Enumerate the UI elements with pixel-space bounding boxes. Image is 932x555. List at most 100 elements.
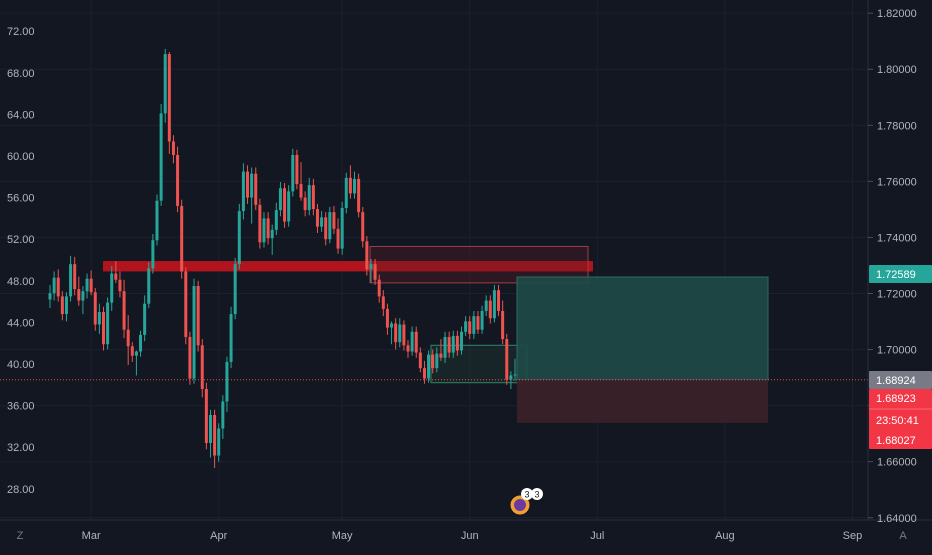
candle-body[interactable] [418, 352, 422, 369]
candle-body[interactable] [217, 428, 221, 456]
candle-body[interactable] [200, 345, 204, 389]
candle-body[interactable] [369, 264, 373, 270]
candle-body[interactable] [398, 324, 402, 343]
candle-body[interactable] [299, 184, 303, 198]
candle-body[interactable] [171, 141, 175, 155]
candle-body[interactable] [353, 178, 357, 194]
candle-body[interactable] [110, 273, 114, 303]
candle-body[interactable] [93, 292, 97, 325]
candle-body[interactable] [283, 188, 287, 222]
candle-body[interactable] [69, 264, 73, 297]
candle-body[interactable] [390, 323, 394, 328]
candle-body[interactable] [315, 209, 319, 227]
candle-body[interactable] [56, 277, 60, 297]
candle-body[interactable] [163, 54, 167, 114]
candle-body[interactable] [435, 353, 439, 369]
candle-body[interactable] [147, 268, 151, 304]
candle-body[interactable] [505, 339, 509, 380]
candle-body[interactable] [114, 273, 118, 280]
candle-body[interactable] [176, 154, 180, 206]
candle-body[interactable] [89, 278, 93, 293]
candle-body[interactable] [476, 316, 480, 330]
candle-body[interactable] [143, 303, 147, 335]
candle-body[interactable] [340, 208, 344, 249]
candle-body[interactable] [196, 286, 200, 346]
candle-body[interactable] [262, 218, 266, 243]
candle-body[interactable] [468, 321, 472, 334]
candle-body[interactable] [274, 210, 278, 230]
candle-body[interactable] [167, 54, 171, 142]
candle-body[interactable] [447, 336, 451, 353]
candle-body[interactable] [270, 229, 274, 239]
candle-body[interactable] [60, 296, 64, 315]
candle-body[interactable] [501, 310, 505, 340]
candle-body[interactable] [246, 171, 250, 198]
candle-body[interactable] [324, 217, 328, 240]
candle-body[interactable] [307, 185, 311, 211]
candle-body[interactable] [134, 351, 138, 356]
candle-body[interactable] [118, 279, 122, 292]
candle-body[interactable] [254, 173, 258, 205]
candle-body[interactable] [361, 212, 365, 242]
candles-layer[interactable] [48, 48, 517, 468]
candle-body[interactable] [106, 302, 110, 345]
candle-body[interactable] [188, 336, 192, 379]
stop-loss-zone[interactable] [517, 379, 768, 423]
candle-body[interactable] [287, 191, 291, 222]
candle-body[interactable] [377, 279, 381, 297]
candle-body[interactable] [77, 289, 81, 301]
candle-body[interactable] [184, 271, 188, 337]
candle-body[interactable] [509, 375, 513, 380]
candle-body[interactable] [126, 329, 130, 347]
candle-body[interactable] [159, 113, 163, 201]
candle-body[interactable] [213, 414, 217, 456]
candle-body[interactable] [365, 241, 369, 270]
candle-body[interactable] [241, 171, 245, 212]
candle-body[interactable] [266, 218, 270, 239]
candle-body[interactable] [472, 316, 476, 334]
candle-body[interactable] [122, 291, 126, 330]
candle-body[interactable] [155, 200, 159, 241]
candle-body[interactable] [484, 300, 488, 311]
economic-event-badge[interactable]: 3 3 [509, 488, 543, 516]
candle-body[interactable] [233, 264, 237, 315]
candle-body[interactable] [97, 312, 101, 325]
candle-body[interactable] [385, 308, 389, 328]
candle-body[interactable] [443, 336, 447, 358]
candle-body[interactable] [455, 335, 459, 351]
candle-body[interactable] [332, 212, 336, 229]
candle-body[interactable] [229, 314, 233, 362]
candle-body[interactable] [73, 264, 77, 290]
candle-body[interactable] [81, 291, 85, 301]
candle-body[interactable] [497, 290, 501, 311]
candle-body[interactable] [431, 354, 435, 369]
candle-body[interactable] [303, 197, 307, 211]
candle-body[interactable] [250, 173, 254, 198]
candle-body[interactable] [464, 321, 468, 332]
candle-body[interactable] [348, 177, 352, 194]
candle-body[interactable] [460, 331, 464, 351]
candle-body[interactable] [357, 178, 361, 213]
candle-body[interactable] [278, 188, 282, 211]
candle-body[interactable] [381, 296, 385, 309]
candle-body[interactable] [101, 312, 105, 345]
zoom-button[interactable]: Z [17, 530, 24, 542]
resistance-zone[interactable] [103, 261, 593, 272]
candle-body[interactable] [513, 374, 517, 376]
candle-body[interactable] [439, 353, 443, 358]
candle-body[interactable] [291, 154, 295, 192]
candle-body[interactable] [139, 334, 143, 352]
candle-body[interactable] [492, 290, 496, 319]
candle-body[interactable] [480, 310, 484, 330]
candle-body[interactable] [192, 286, 196, 379]
right-price-axis[interactable]: 1.82000 1.80000 1.78000 1.76000 1.74000 1.720… [868, 8, 917, 525]
candle-body[interactable] [237, 211, 241, 265]
auto-scale-button[interactable]: A [899, 530, 907, 542]
candle-body[interactable] [295, 154, 299, 185]
profit-target-zone[interactable] [516, 276, 769, 381]
candle-body[interactable] [336, 228, 340, 249]
candle-body[interactable] [427, 354, 431, 379]
candle-body[interactable] [151, 240, 155, 269]
candle-body[interactable] [130, 346, 134, 356]
candle-body[interactable] [488, 300, 492, 319]
